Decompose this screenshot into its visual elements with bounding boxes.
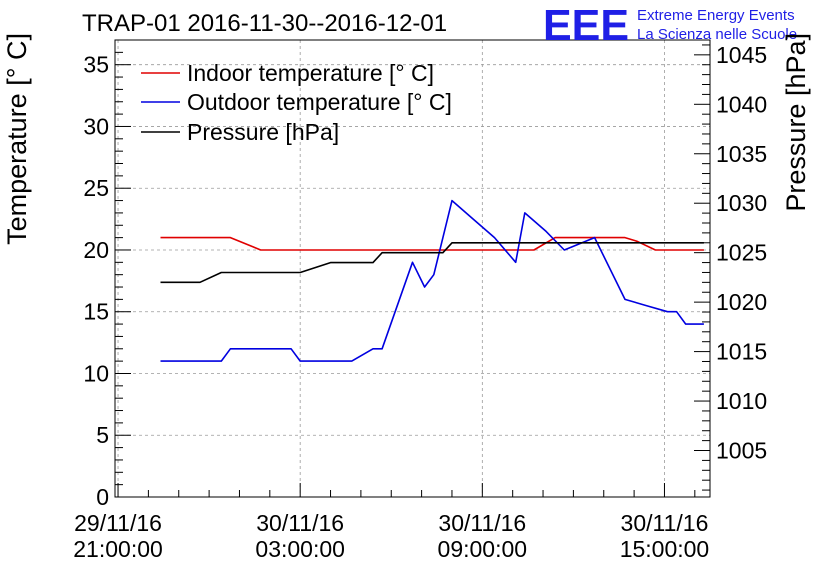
- grid: [115, 40, 710, 497]
- x-tick-label-time: 09:00:00: [438, 536, 528, 562]
- y2-axis-label: Pressure [hPa]: [781, 33, 811, 212]
- y-tick-label: 35: [83, 52, 109, 78]
- y2-tick-label: 1025: [716, 240, 767, 266]
- legend-item-outdoor: Outdoor temperature [° C]: [141, 89, 452, 115]
- x-tick-label-date: 29/11/16: [74, 510, 162, 536]
- logo-line-1: Extreme Energy Events: [637, 7, 795, 24]
- y-tick-label: 10: [83, 360, 109, 386]
- legend-label-indoor: Indoor temperature [° C]: [187, 60, 434, 86]
- series-indoor-temperature: [160, 236, 704, 251]
- x-tick-label-date: 30/11/16: [256, 510, 344, 536]
- legend-label-outdoor: Outdoor temperature [° C]: [187, 89, 452, 115]
- logo-line-2: La Scienza nelle Scuole: [637, 26, 797, 43]
- x-tick-label-time: 21:00:00: [73, 536, 163, 562]
- y-axis-label: Temperature [° C]: [2, 33, 32, 245]
- plot-frame: [114, 39, 711, 498]
- series-pressure: [160, 242, 704, 284]
- y2-tick-label: 1010: [716, 388, 767, 414]
- y-tick-label: 30: [83, 113, 109, 139]
- series-lines: [160, 199, 704, 362]
- y-tick-label: 5: [96, 422, 109, 448]
- y2-tick-label: 1030: [716, 190, 767, 216]
- axes: 0510152025303510051010101510201025103010…: [73, 39, 767, 562]
- y2-tick-label: 1040: [716, 91, 767, 117]
- y2-tick-label: 1045: [716, 42, 767, 68]
- legend: Indoor temperature [° C] Outdoor tempera…: [141, 60, 452, 145]
- y-tick-label: 15: [83, 299, 109, 325]
- y2-tick-label: 1020: [716, 289, 767, 315]
- legend-item-pressure: Pressure [hPa]: [141, 119, 339, 145]
- legend-item-indoor: Indoor temperature [° C]: [141, 60, 434, 86]
- eee-logo: EEE Extreme Energy Events La Scienza nel…: [543, 1, 797, 50]
- y-tick-label: 20: [83, 237, 109, 263]
- x-tick-label-time: 03:00:00: [255, 536, 345, 562]
- series-outdoor-temperature: [160, 199, 704, 362]
- x-tick-label-time: 15:00:00: [620, 536, 710, 562]
- y2-tick-label: 1035: [716, 141, 767, 167]
- y-tick-label: 25: [83, 175, 109, 201]
- chart-title: TRAP-01 2016-11-30--2016-12-01: [82, 10, 447, 37]
- y2-tick-label: 1005: [716, 438, 767, 464]
- logo-text: EEE: [543, 1, 629, 50]
- x-tick-label-date: 30/11/16: [438, 510, 526, 536]
- y-tick-label: 0: [96, 484, 109, 510]
- legend-label-pressure: Pressure [hPa]: [187, 119, 339, 145]
- y2-tick-label: 1015: [716, 339, 767, 365]
- x-tick-label-date: 30/11/16: [621, 510, 709, 536]
